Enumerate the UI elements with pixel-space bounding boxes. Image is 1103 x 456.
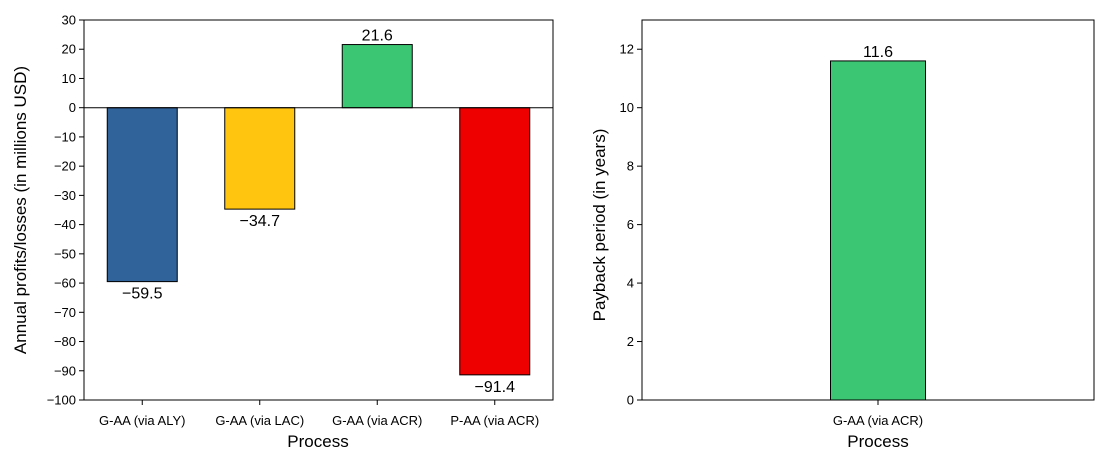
bar: [830, 60, 926, 401]
y-tick-label: −100: [47, 393, 76, 408]
y-tick-label: −10: [54, 129, 76, 144]
y-tick-label: 0: [69, 100, 76, 115]
bar: [459, 107, 531, 376]
x-axis-title: Process: [287, 432, 348, 451]
data-label: 21.6: [362, 28, 393, 45]
y-tick-label: 8: [627, 159, 634, 174]
plot-frame: [83, 19, 554, 401]
data-label: −91.4: [475, 379, 516, 396]
y-tick-label: −60: [54, 276, 76, 291]
bar: [341, 44, 413, 109]
x-tick-label: P-AA (via ACR): [450, 413, 539, 428]
data-labels: 11.6: [863, 44, 893, 61]
y-tick-label: 6: [627, 217, 634, 232]
data-labels: −59.5 −34.7 21.6 −91.4: [122, 28, 515, 396]
x-tick-label: G-AA (via ACR): [833, 413, 923, 428]
y-axis-ticks: 0 2 4 6 8 10 12: [620, 42, 642, 408]
y-tick-label: −40: [54, 217, 76, 232]
y-tick-label: 10: [62, 71, 76, 86]
x-axis-title: Process: [847, 432, 908, 451]
y-tick-label: −90: [54, 363, 76, 378]
y-tick-label: −30: [54, 188, 76, 203]
y-tick-label: 10: [620, 100, 634, 115]
y-tick-label: 30: [62, 13, 76, 28]
data-label: −34.7: [240, 213, 281, 230]
y-axis-title: Payback period (in years): [590, 129, 609, 322]
x-axis-ticks: G-AA (via ACR): [833, 400, 923, 428]
y-tick-label: 20: [62, 42, 76, 57]
bar: [106, 107, 178, 283]
x-tick-label: G-AA (via LAC): [215, 413, 304, 428]
y-tick-label: −80: [54, 334, 76, 349]
y-tick-label: −50: [54, 246, 76, 261]
x-tick-label: G-AA (via ALY): [99, 413, 185, 428]
bar-group: [830, 60, 926, 401]
x-axis-ticks: G-AA (via ALY) G-AA (via LAC) G-AA (via AC…: [99, 400, 539, 428]
data-label: 11.6: [863, 44, 893, 61]
profit-chart: 30 20 10 0 −10 −20 −30 −40 −50 −60 −70 −80 −90 −100 G…: [11, 13, 554, 451]
y-tick-label: 0: [627, 393, 634, 408]
payback-chart: 0 2 4 6 8 10 12 G-AA (via ACR) 11.6 Process Pa…: [590, 19, 1095, 451]
y-tick-label: −70: [54, 305, 76, 320]
y-tick-label: 4: [627, 276, 634, 291]
y-axis-title: Annual profits/losses (in millions USD): [11, 66, 30, 354]
y-tick-label: 12: [620, 42, 634, 57]
bar-group: [106, 44, 531, 376]
y-tick-label: −20: [54, 159, 76, 174]
bar: [224, 107, 296, 210]
data-label: −59.5: [122, 286, 163, 303]
x-tick-label: G-AA (via ACR): [332, 413, 422, 428]
y-tick-label: 2: [627, 334, 634, 349]
y-axis-ticks: 30 20 10 0 −10 −20 −30 −40 −50 −60 −70 −80 −90 −100: [47, 13, 84, 408]
